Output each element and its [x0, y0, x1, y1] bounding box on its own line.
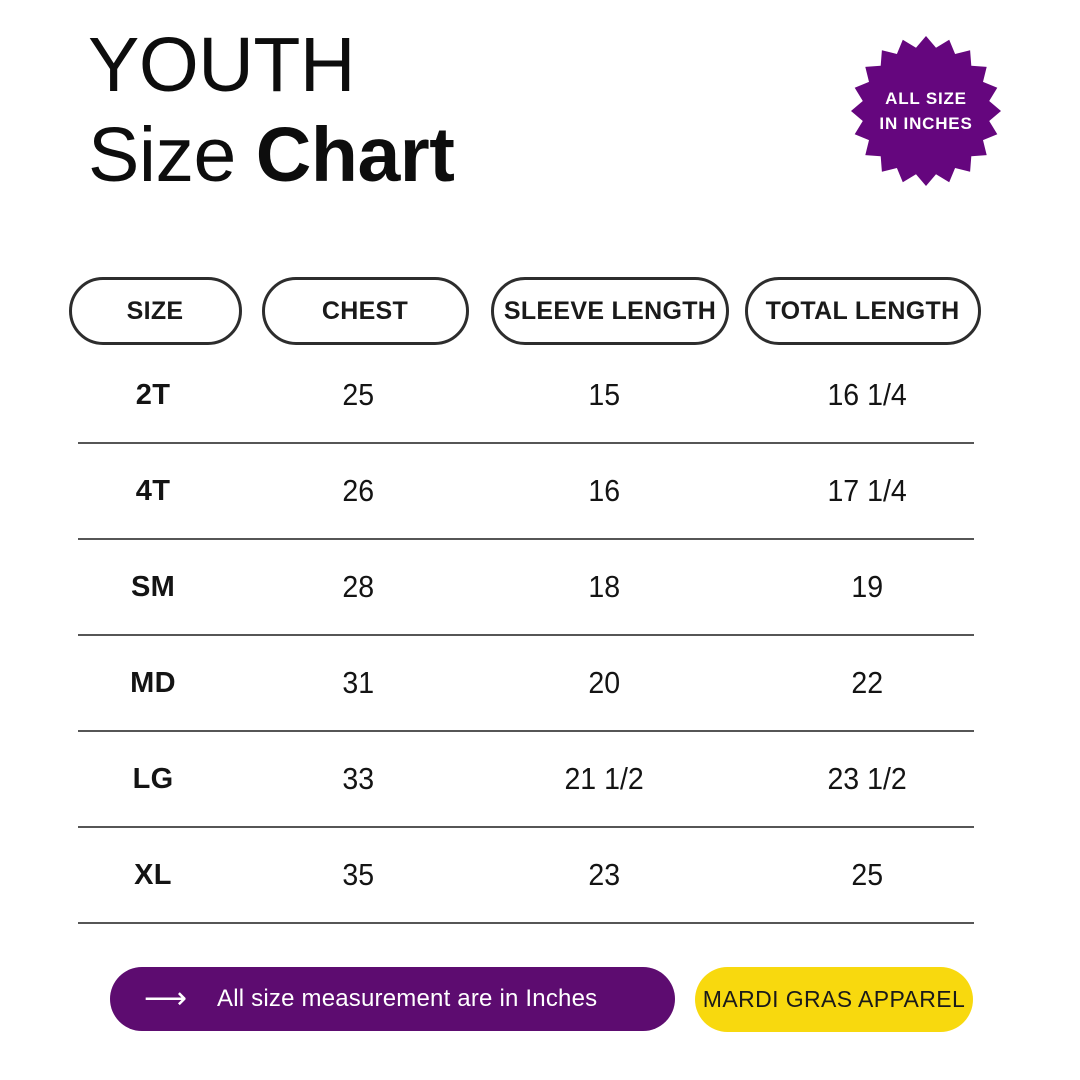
total-value: 22: [851, 665, 883, 700]
page-title: YOUTH Size Chart: [88, 20, 455, 200]
header-cell-sleeve-length: SLEEVE LENGTH: [485, 277, 735, 345]
header-cell-total-length: TOTAL LENGTH: [735, 277, 990, 345]
chest-value: 25: [342, 377, 374, 412]
starburst-shape: [851, 36, 1001, 186]
title-line-2: Size Chart: [88, 110, 455, 200]
size-label: XL: [134, 858, 172, 891]
note-pill: ⟶ All size measurement are in Inches: [110, 967, 675, 1031]
chest-value: 31: [342, 665, 374, 700]
total-value: 16 1/4: [827, 377, 907, 412]
sleeve-value: 20: [588, 665, 620, 700]
chest-value: 35: [342, 857, 374, 892]
title-chart-word: Chart: [255, 112, 455, 199]
size-table-body: 2T 25 15 16 1/4 4T 26 16 17 1/4 SM 28 18…: [78, 348, 974, 924]
badge-line-2: IN INCHES: [879, 113, 973, 133]
header-pill-chest: CHEST: [261, 277, 469, 345]
total-value: 17 1/4: [827, 473, 907, 508]
all-size-badge: ALL SIZE IN INCHES: [851, 36, 1001, 186]
chest-value: 28: [342, 569, 374, 604]
note-text: All size measurement are in Inches: [217, 985, 598, 1012]
badge-line-1: ALL SIZE: [885, 88, 967, 108]
sleeve-value: 23: [588, 857, 620, 892]
chest-value: 33: [342, 761, 374, 796]
title-size-word: Size: [88, 112, 236, 199]
table-row: MD 31 20 22: [78, 636, 974, 732]
brand-pill: MARDI GRAS APPAREL: [695, 967, 973, 1032]
header-cell-chest: CHEST: [245, 277, 485, 345]
table-row: 4T 26 16 17 1/4: [78, 444, 974, 540]
title-line-1: YOUTH: [88, 22, 356, 108]
size-label: 2T: [135, 378, 171, 411]
size-label: 4T: [135, 474, 171, 507]
long-right-arrow-icon: ⟶: [144, 981, 188, 1016]
header-pill-total-length: TOTAL LENGTH: [744, 277, 981, 345]
sleeve-value: 16: [588, 473, 620, 508]
size-label: MD: [130, 666, 176, 699]
sleeve-value: 18: [588, 569, 620, 604]
table-header-row: SIZE CHEST SLEEVE LENGTH TOTAL LENGTH: [65, 277, 990, 345]
table-row: XL 35 23 25: [78, 828, 974, 924]
header-pill-size: SIZE: [68, 277, 242, 345]
table-row: 2T 25 15 16 1/4: [78, 348, 974, 444]
table-row: LG 33 21 1/2 23 1/2: [78, 732, 974, 828]
starburst-icon: [851, 36, 1001, 186]
table-row: SM 28 18 19: [78, 540, 974, 636]
size-label: LG: [132, 762, 174, 795]
total-value: 19: [851, 569, 883, 604]
total-value: 25: [851, 857, 883, 892]
badge-text: ALL SIZE IN INCHES: [851, 36, 1001, 186]
brand-text: MARDI GRAS APPAREL: [702, 986, 966, 1012]
header-cell-size: SIZE: [65, 277, 245, 345]
size-label: SM: [130, 570, 176, 603]
header-pill-sleeve-length: SLEEVE LENGTH: [491, 277, 729, 345]
total-value: 23 1/2: [827, 761, 907, 796]
sleeve-value: 15: [588, 377, 620, 412]
sleeve-value: 21 1/2: [564, 761, 644, 796]
chest-value: 26: [342, 473, 374, 508]
